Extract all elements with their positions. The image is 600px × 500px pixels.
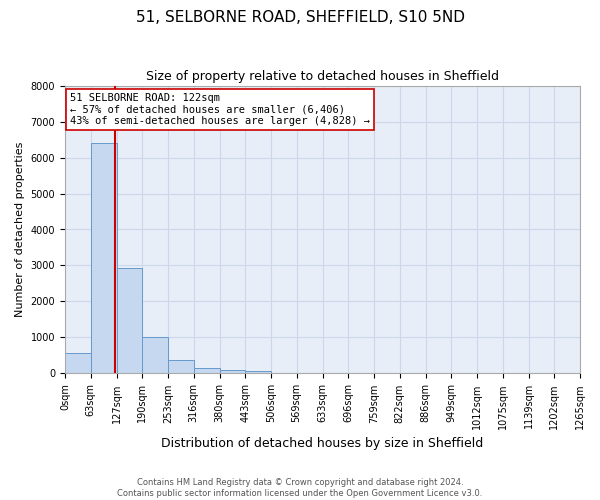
Bar: [168, 360, 194, 374]
Bar: [194, 368, 220, 374]
Text: 51 SELBORNE ROAD: 122sqm
← 57% of detached houses are smaller (6,406)
43% of sem: 51 SELBORNE ROAD: 122sqm ← 57% of detach…: [70, 93, 370, 126]
Text: 51, SELBORNE ROAD, SHEFFIELD, S10 5ND: 51, SELBORNE ROAD, SHEFFIELD, S10 5ND: [136, 10, 464, 25]
Bar: [91, 143, 116, 374]
Bar: [142, 338, 168, 374]
Text: Contains HM Land Registry data © Crown copyright and database right 2024.
Contai: Contains HM Land Registry data © Crown c…: [118, 478, 482, 498]
Y-axis label: Number of detached properties: Number of detached properties: [15, 142, 25, 317]
Bar: [65, 352, 91, 374]
Bar: [245, 372, 271, 374]
Title: Size of property relative to detached houses in Sheffield: Size of property relative to detached ho…: [146, 70, 499, 83]
Bar: [220, 370, 245, 374]
X-axis label: Distribution of detached houses by size in Sheffield: Distribution of detached houses by size …: [161, 437, 484, 450]
Bar: [116, 268, 142, 374]
